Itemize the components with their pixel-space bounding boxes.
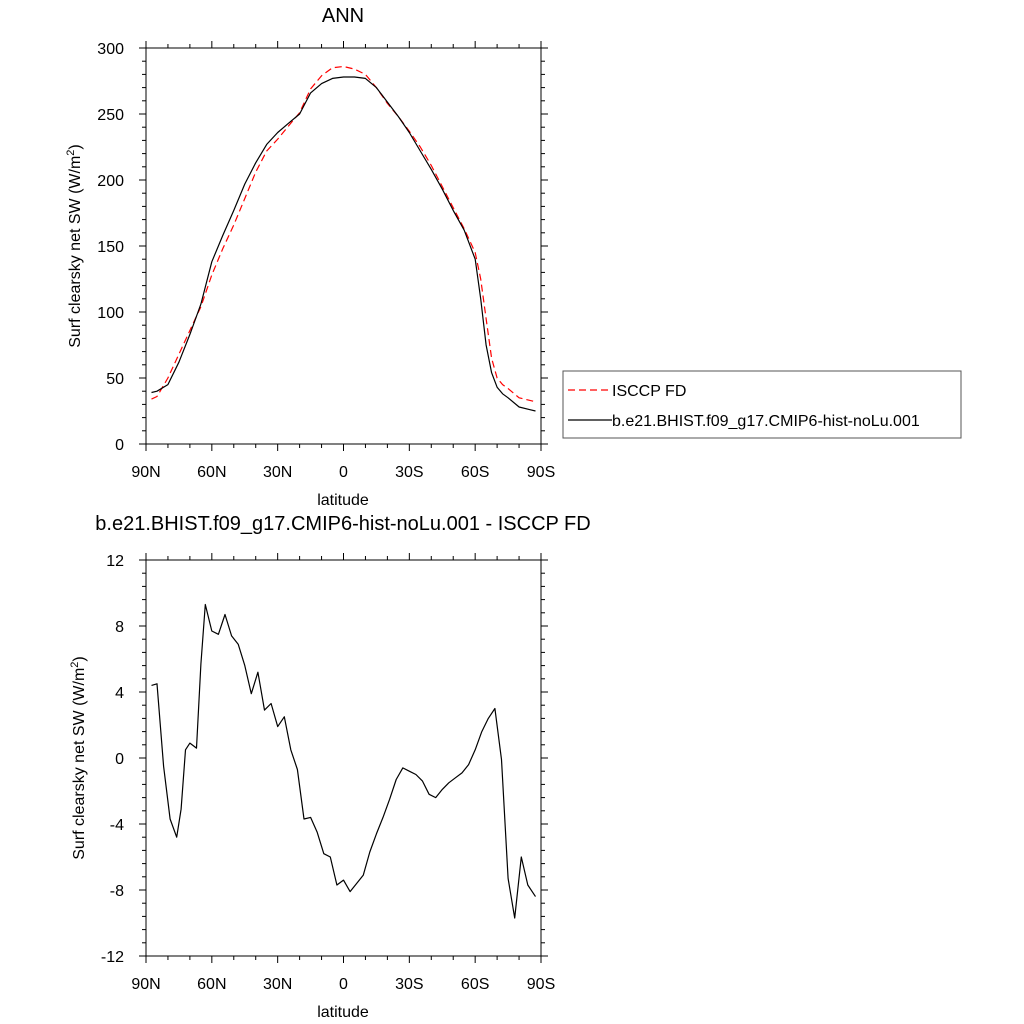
bottom-x-axis-label: latitude: [317, 1004, 369, 1021]
top-y-tick-label: 250: [97, 107, 124, 124]
bottom-y-tick-label: 0: [115, 751, 124, 768]
top-x-tick-label: 60N: [197, 464, 226, 481]
top-y-tick-label: 50: [106, 371, 124, 388]
top-y-tick-label: 0: [115, 437, 124, 454]
bottom-x-tick-label: 60N: [197, 976, 226, 993]
top-y-axis-label: Surf clearsky net SW (W/m2): [65, 144, 84, 347]
top-y-tick-label: 300: [97, 41, 124, 58]
bottom-x-tick-label: 30N: [263, 976, 292, 993]
top-x-tick-label: 60S: [461, 464, 489, 481]
bottom-x-tick-label: 60S: [461, 976, 489, 993]
legend-label-isccp: ISCCP FD: [612, 383, 686, 400]
bottom-x-tick-label: 90S: [527, 976, 555, 993]
top-panel: ANN 90N 60N 30N 0 30S 60S 90S 0 50 100 150 200 250 3…: [65, 5, 962, 509]
bottom-x-tick-label: 30S: [395, 976, 423, 993]
legend-label-model: b.e21.BHIST.f09_g17.CMIP6-hist-noLu.001: [612, 413, 920, 430]
bottom-series-line-0: [151, 603, 536, 919]
bottom-x-tick-label: 0: [339, 976, 348, 993]
top-x-tick-label: 90N: [131, 464, 160, 481]
top-x-tick-labels: 90N 60N 30N 0 30S 60S 90S: [131, 464, 555, 481]
bottom-x-tick-labels: 90N 60N 30N 0 30S 60S 90S: [131, 976, 555, 993]
top-series-lines: [151, 65, 536, 412]
bottom-y-axis-label: Surf clearsky net SW (W/m2): [69, 656, 88, 859]
top-axis-ticks: [139, 41, 548, 451]
top-x-tick-label: 30N: [263, 464, 292, 481]
top-series-line-1: [151, 76, 536, 412]
bottom-y-tick-label: 8: [115, 619, 124, 636]
top-y-tick-label: 100: [97, 305, 124, 322]
bottom-y-tick-label: -12: [101, 949, 124, 966]
top-x-tick-label: 30S: [395, 464, 423, 481]
top-x-tick-label: 90S: [527, 464, 555, 481]
bottom-y-tick-labels: -12 -8 -4 0 4 8 12: [101, 553, 124, 966]
bottom-axis-ticks: [139, 553, 548, 963]
top-chart-title: ANN: [322, 5, 364, 27]
bottom-y-tick-label: -8: [110, 883, 124, 900]
bottom-chart-title: b.e21.BHIST.f09_g17.CMIP6-hist-noLu.001 …: [95, 513, 590, 535]
bottom-y-tick-label: 12: [106, 553, 124, 570]
top-y-tick-labels: 0 50 100 150 200 250 300: [97, 41, 124, 454]
bottom-series-lines: [151, 603, 536, 919]
legend: ISCCP FD b.e21.BHIST.f09_g17.CMIP6-hist-…: [562, 370, 962, 439]
bottom-x-tick-label: 90N: [131, 976, 160, 993]
top-x-tick-label: 0: [339, 464, 348, 481]
top-y-tick-label: 200: [97, 173, 124, 190]
top-y-tick-label: 150: [97, 239, 124, 256]
bottom-panel: b.e21.BHIST.f09_g17.CMIP6-hist-noLu.001 …: [69, 513, 591, 1021]
bottom-y-tick-label: 4: [115, 685, 124, 702]
top-x-axis-label: latitude: [317, 492, 369, 509]
top-series-line-0: [151, 65, 536, 403]
legend-box: [562, 370, 962, 439]
bottom-y-tick-label: -4: [110, 817, 124, 834]
